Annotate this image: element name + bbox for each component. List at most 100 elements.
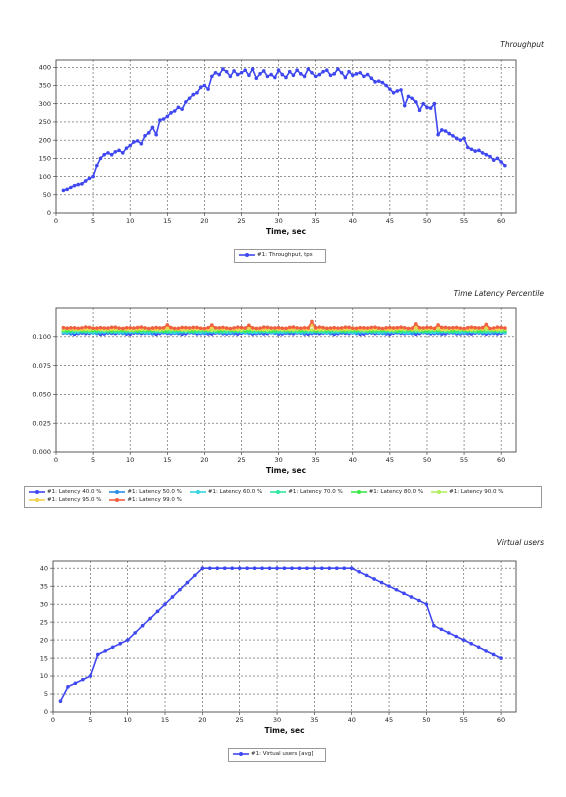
- legend-swatch: [233, 752, 249, 756]
- data-point: [402, 591, 406, 596]
- data-point: [440, 128, 444, 132]
- data-point: [180, 107, 184, 111]
- data-point: [287, 69, 292, 74]
- y-tick-label: 250: [39, 118, 51, 126]
- data-point: [125, 638, 130, 642]
- data-point: [428, 325, 433, 330]
- data-point: [148, 616, 152, 621]
- data-point: [436, 132, 440, 137]
- legend-label: #1: Virtual users [avg]: [251, 751, 314, 757]
- data-point: [305, 566, 309, 570]
- data-point: [376, 326, 381, 330]
- y-tick-label: 0.050: [32, 391, 51, 399]
- data-point: [436, 323, 440, 327]
- data-point: [462, 326, 466, 331]
- data-point: [198, 85, 203, 90]
- data-point: [215, 566, 220, 570]
- legend-label: #1: Latency 60.0 %: [207, 489, 263, 495]
- data-point: [365, 72, 370, 77]
- throughput-title: Throughput: [500, 40, 544, 49]
- data-point: [163, 602, 167, 606]
- x-tick-label: 45: [386, 217, 394, 225]
- throughput-panel: Throughput 0 5 10 15 20 25 30 35 40 45 50 55 60 0 50 10…: [0, 0, 566, 270]
- x-axis-label: Time, sec: [264, 726, 304, 735]
- data-point: [155, 609, 160, 614]
- data-point: [373, 325, 377, 329]
- data-point: [113, 325, 118, 329]
- y-tick-label: 0.000: [32, 448, 51, 456]
- data-point: [172, 109, 177, 113]
- x-tick-label: 5: [91, 217, 95, 225]
- data-point: [417, 325, 422, 330]
- data-point: [261, 325, 266, 330]
- x-axis-label: Time, sec: [266, 227, 306, 236]
- x-tick-label: 20: [200, 217, 208, 225]
- legend-item: #1: Throughput, tps: [239, 252, 313, 258]
- data-point: [58, 699, 63, 704]
- data-point: [287, 325, 292, 330]
- data-point: [146, 131, 151, 135]
- data-point: [495, 325, 500, 329]
- legend-label: #1: Latency 90.0 %: [449, 489, 504, 495]
- data-point: [320, 566, 324, 570]
- data-point: [91, 174, 95, 179]
- data-point: [465, 145, 470, 150]
- data-point: [454, 325, 459, 330]
- data-point: [213, 326, 218, 330]
- data-point: [342, 566, 347, 570]
- data-point: [113, 150, 118, 154]
- data-point: [295, 68, 299, 72]
- data-point: [250, 325, 255, 330]
- data-point: [339, 326, 344, 330]
- data-point: [269, 326, 273, 330]
- data-point: [161, 117, 166, 121]
- data-point: [421, 326, 426, 330]
- data-point: [469, 325, 474, 329]
- data-point: [291, 325, 296, 329]
- legend-item: #1: Virtual users [avg]: [233, 751, 313, 757]
- data-point: [391, 90, 396, 95]
- data-point: [334, 566, 339, 570]
- data-point: [414, 100, 418, 104]
- data-point: [484, 327, 489, 332]
- data-point: [95, 163, 99, 168]
- x-tick-label: 60: [497, 716, 505, 724]
- x-tick-label: 40: [349, 456, 357, 464]
- data-point: [310, 319, 314, 324]
- data-point: [109, 325, 114, 330]
- data-point: [258, 72, 262, 76]
- y-tick-label: 20: [40, 636, 48, 644]
- x-tick-label: 30: [274, 217, 282, 225]
- data-point: [395, 89, 400, 93]
- data-point: [165, 325, 170, 330]
- data-point: [96, 652, 100, 657]
- legend-label: #1: Latency 70.0 %: [288, 489, 343, 495]
- data-point: [280, 326, 285, 331]
- data-point: [425, 105, 429, 110]
- data-point: [232, 69, 236, 73]
- data-point: [491, 158, 496, 162]
- data-point: [232, 326, 236, 330]
- x-tick-label: 50: [423, 217, 431, 225]
- x-tick-label: 20: [200, 456, 208, 464]
- data-point: [117, 326, 121, 330]
- data-point: [347, 69, 351, 74]
- data-point: [291, 73, 296, 78]
- data-point: [176, 105, 181, 110]
- data-point: [332, 325, 337, 330]
- data-point: [98, 156, 103, 161]
- data-point: [95, 326, 99, 330]
- data-point: [128, 143, 132, 148]
- data-point: [362, 74, 366, 79]
- y-tick-label: 0: [44, 708, 48, 716]
- legend-item: #1: Latency 60.0 %: [189, 489, 263, 495]
- data-point: [252, 566, 257, 570]
- data-point: [221, 67, 225, 71]
- data-point: [362, 326, 366, 330]
- data-point: [432, 623, 436, 628]
- data-point: [350, 73, 355, 78]
- data-point: [172, 326, 177, 331]
- legend-swatch: [270, 490, 287, 494]
- data-point: [488, 154, 492, 159]
- data-point: [462, 136, 466, 141]
